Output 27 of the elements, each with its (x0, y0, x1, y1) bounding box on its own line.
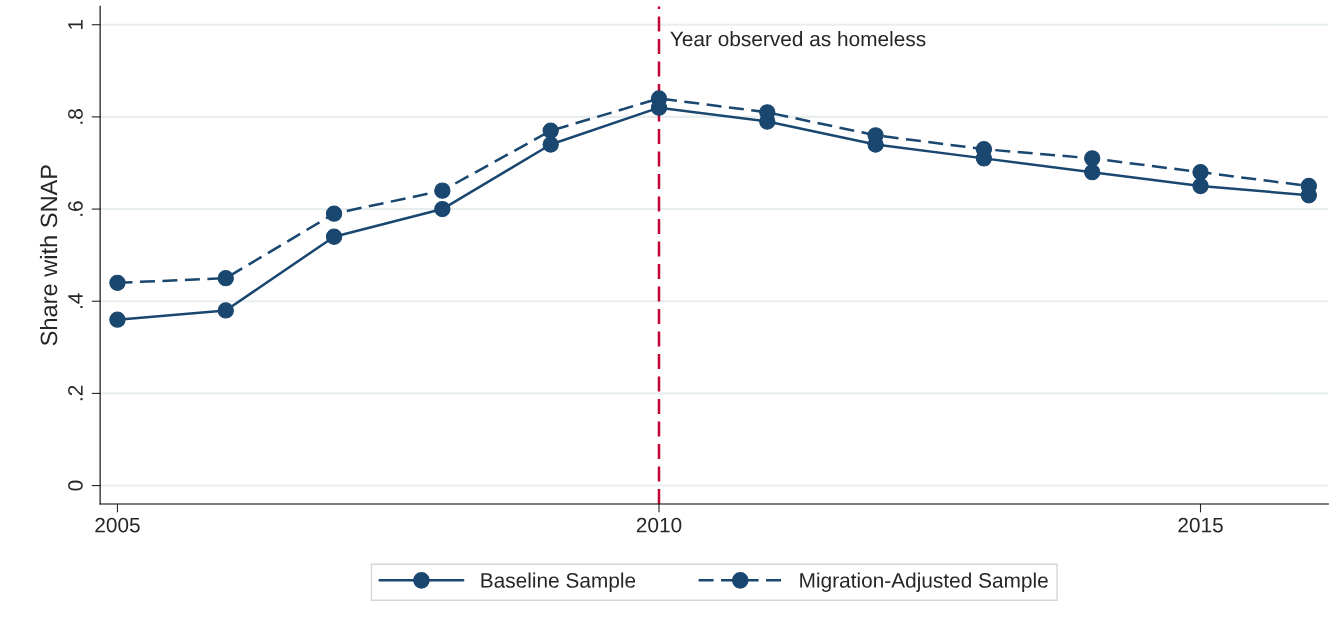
y-tick-label: .4 (68, 293, 83, 309)
point (109, 311, 126, 328)
x-tick-label: 2015 (1178, 517, 1223, 533)
legend-label: Baseline Sample (481, 572, 636, 592)
point (217, 302, 234, 319)
legend-label: Migration-Adjusted Sample (800, 572, 1048, 592)
point (325, 228, 343, 245)
point (1192, 164, 1209, 181)
ref-line-label: Year observed as homeless (670, 31, 926, 47)
y-axis-title: Share with SNAP (39, 165, 58, 346)
point (1192, 177, 1209, 195)
point (217, 270, 234, 287)
point (109, 274, 126, 291)
y-tick-label: 0 (68, 480, 83, 491)
point (434, 200, 451, 218)
point (1084, 150, 1101, 167)
x-tick-label: 2005 (95, 517, 140, 533)
point (542, 136, 559, 153)
x-tick-label: 2010 (636, 517, 682, 533)
point (542, 122, 559, 139)
y-tick-label: .8 (68, 109, 83, 124)
y-tick-label: .2 (68, 385, 83, 401)
point (1084, 164, 1101, 181)
point (434, 182, 451, 199)
point (325, 205, 343, 222)
y-tick-label: 1 (68, 19, 83, 29)
y-tick-label: .6 (68, 201, 83, 216)
